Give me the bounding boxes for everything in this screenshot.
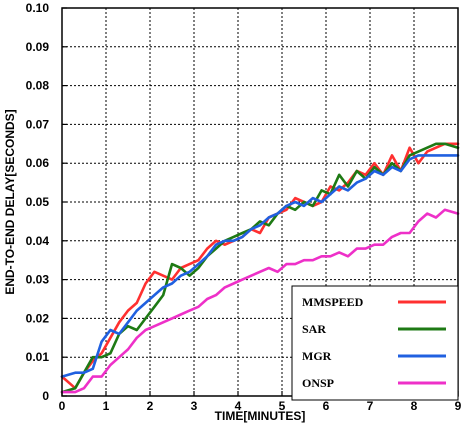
y-tick-label: 0.05 bbox=[26, 195, 50, 209]
x-tick-label: 8 bbox=[411, 399, 418, 413]
series-line-sar bbox=[60, 142, 460, 394]
legend-label-sar: SAR bbox=[302, 322, 326, 336]
x-tick-label: 1 bbox=[103, 399, 110, 413]
x-tick-label: 9 bbox=[455, 399, 462, 413]
y-tick-label: 0.02 bbox=[26, 311, 50, 325]
x-axis-label: TIME[MINUTES] bbox=[215, 409, 306, 423]
y-tick-label: 0.03 bbox=[26, 273, 50, 287]
y-tick-label: 0.09 bbox=[26, 40, 50, 54]
y-tick-label: 0.08 bbox=[26, 79, 50, 93]
y-axis-ticks: 0 0.01 0.02 0.03 0.04 0.05 0.06 0.07 0.08 0.09 0.1… bbox=[26, 1, 67, 403]
x-tick-label: 0 bbox=[59, 399, 66, 413]
legend-label-mgr: MGR bbox=[302, 349, 332, 363]
y-tick-label: 0.07 bbox=[26, 117, 50, 131]
series-line-mmspeed bbox=[60, 142, 460, 390]
x-tick-label: 7 bbox=[367, 399, 374, 413]
y-tick-label: 0.06 bbox=[26, 156, 50, 170]
legend: MMSPEED SAR MGR ONSP bbox=[291, 285, 459, 401]
y-tick-label: 0.04 bbox=[26, 234, 50, 248]
y-tick-label: 0 bbox=[42, 389, 49, 403]
grid bbox=[62, 8, 458, 396]
x-axis-ticks: 0 1 2 3 4 5 6 7 8 9 bbox=[59, 391, 462, 413]
series-layer bbox=[60, 142, 460, 394]
y-axis-label: END-TO-END DELAY[SECONDS] bbox=[3, 109, 17, 294]
legend-label-onsp: ONSP bbox=[302, 376, 334, 390]
x-tick-label: 3 bbox=[191, 399, 198, 413]
y-tick-label: 0.01 bbox=[26, 350, 50, 364]
legend-box bbox=[291, 285, 459, 401]
legend-label-mmspeed: MMSPEED bbox=[302, 295, 364, 309]
y-tick-label: 0.10 bbox=[26, 1, 50, 15]
x-tick-label: 6 bbox=[323, 399, 330, 413]
x-tick-label: 4 bbox=[235, 399, 242, 413]
series-line-mgr bbox=[60, 154, 460, 378]
series-line-onsp bbox=[60, 208, 460, 394]
x-tick-label: 2 bbox=[147, 399, 154, 413]
x-tick-label: 5 bbox=[279, 399, 286, 413]
